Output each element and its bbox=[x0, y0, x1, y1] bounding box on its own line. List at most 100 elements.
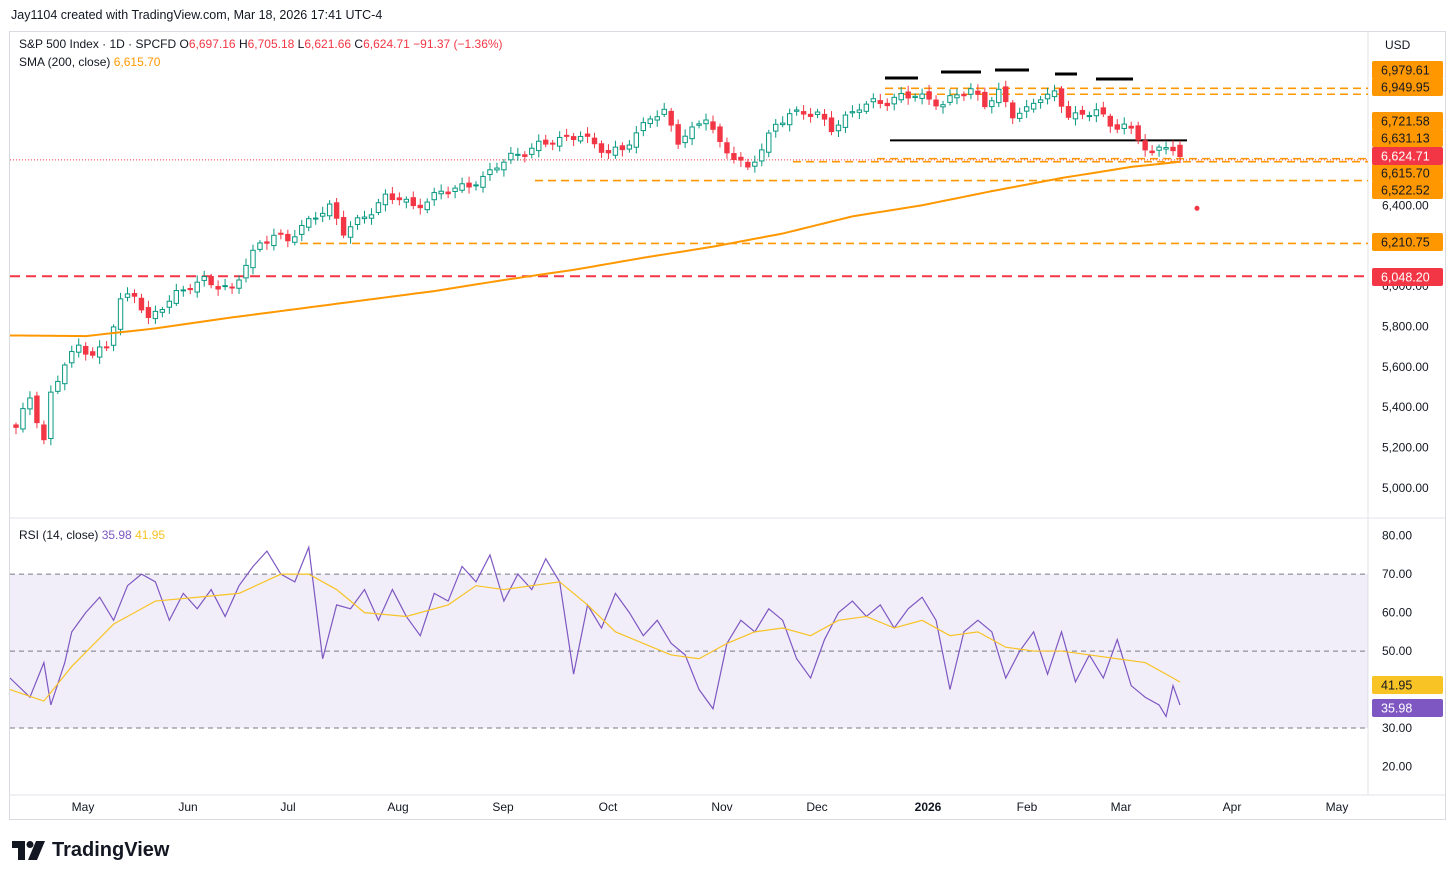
candle-body bbox=[306, 218, 312, 228]
candle-body bbox=[584, 133, 591, 137]
candle-body bbox=[1163, 147, 1169, 150]
candle-body bbox=[961, 93, 967, 97]
candle-body bbox=[354, 217, 361, 226]
candle-body bbox=[626, 144, 633, 150]
time-axis-label: Apr bbox=[1223, 800, 1242, 814]
candle-body bbox=[145, 307, 152, 319]
candle-body bbox=[69, 351, 75, 364]
candle-body bbox=[501, 161, 507, 171]
candle-body bbox=[76, 344, 82, 353]
level-price-tag-bg bbox=[1372, 233, 1443, 251]
candle-body bbox=[138, 297, 145, 311]
candle-body bbox=[257, 242, 263, 250]
candle-body bbox=[438, 190, 444, 195]
candle-body bbox=[633, 132, 640, 148]
candle-body bbox=[759, 149, 765, 162]
candle-body bbox=[947, 95, 953, 103]
time-axis-label: Feb bbox=[1017, 800, 1038, 814]
candle-body bbox=[180, 289, 186, 292]
close-value: 6,624.71 bbox=[363, 37, 410, 51]
candle-body bbox=[236, 279, 242, 289]
candle-body bbox=[536, 140, 542, 152]
sma-value: 6,615.70 bbox=[113, 55, 161, 69]
candle-body bbox=[424, 201, 430, 211]
candle-body bbox=[417, 204, 423, 209]
level-price-tag-bg bbox=[1372, 129, 1443, 147]
rsi-axis-tick: 50.00 bbox=[1382, 644, 1412, 658]
candle-body bbox=[989, 100, 995, 108]
candle-body bbox=[898, 92, 904, 101]
candle-body bbox=[508, 152, 514, 161]
candle-body bbox=[849, 111, 856, 114]
candle-body bbox=[159, 309, 166, 313]
candle-body bbox=[766, 132, 772, 153]
rsi-legend[interactable]: RSI (14, close) 35.98 41.95 bbox=[19, 528, 165, 542]
candle-body bbox=[814, 111, 821, 115]
sma-legend[interactable]: SMA (200, close) 6,615.70 bbox=[19, 55, 160, 69]
candle-body bbox=[807, 113, 814, 117]
change-value: −91.37 (−1.36%) bbox=[413, 37, 503, 51]
candle-body bbox=[48, 391, 54, 440]
candle-body bbox=[347, 226, 354, 238]
level-price-tag: 6,048.20 bbox=[1381, 271, 1430, 285]
level-price-tag: 6,979.61 bbox=[1381, 64, 1430, 78]
candle-body bbox=[222, 285, 228, 288]
tradingview-logo-icon bbox=[12, 840, 45, 860]
time-axis-label: Nov bbox=[711, 800, 732, 814]
candle-body bbox=[515, 153, 521, 156]
candle-body bbox=[117, 298, 124, 330]
price-axis-tick: 5,000.00 bbox=[1382, 481, 1429, 495]
candle-body bbox=[34, 395, 40, 424]
candle-body bbox=[891, 96, 897, 105]
symbol-label[interactable]: S&P 500 Index · 1D · SPCFD bbox=[19, 37, 177, 51]
candle-body bbox=[556, 136, 563, 147]
candle-body bbox=[780, 122, 786, 126]
time-axis-label: May bbox=[1326, 800, 1349, 814]
candle-body bbox=[738, 156, 744, 161]
candle-body bbox=[682, 135, 688, 144]
candle-body bbox=[696, 123, 702, 126]
candle-body bbox=[201, 276, 207, 281]
candle-body bbox=[27, 397, 33, 410]
level-price-tag: 6,522.52 bbox=[1381, 184, 1430, 198]
candle-body bbox=[877, 100, 883, 104]
candle-body bbox=[800, 111, 807, 115]
chart-frame bbox=[9, 31, 1446, 820]
candle-body bbox=[243, 264, 249, 279]
candle-body bbox=[41, 424, 47, 441]
low-label: L bbox=[297, 37, 305, 51]
currency-label[interactable]: USD bbox=[1385, 38, 1411, 52]
price-axis-tick: 5,400.00 bbox=[1382, 400, 1429, 414]
candle-body bbox=[926, 91, 932, 100]
price-axis-tick: 5,800.00 bbox=[1382, 319, 1429, 333]
tradingview-logo[interactable]: TradingView bbox=[12, 839, 169, 862]
time-axis-label: Sep bbox=[492, 800, 514, 814]
rsi-ma-value: 41.95 bbox=[135, 528, 166, 542]
candle-body bbox=[368, 214, 375, 219]
candle-body bbox=[1170, 146, 1176, 152]
rsi-ma-line bbox=[9, 573, 1181, 702]
rsi-value-tag: 35.98 bbox=[1381, 702, 1412, 716]
time-axis-label: Oct bbox=[599, 800, 618, 814]
candle-body bbox=[292, 236, 298, 243]
level-price-tag-bg bbox=[1372, 268, 1443, 286]
candle-body bbox=[793, 109, 800, 112]
time-axis-label: Jul bbox=[280, 800, 295, 814]
candle-body bbox=[1142, 140, 1148, 151]
candle-body bbox=[612, 146, 619, 156]
candle-body bbox=[598, 143, 605, 153]
candle-body bbox=[549, 142, 556, 145]
candle-body bbox=[473, 184, 479, 187]
candle-body bbox=[1051, 90, 1058, 98]
candle-body bbox=[1093, 109, 1100, 117]
level-price-tag-bg bbox=[1372, 112, 1443, 130]
candle-body bbox=[173, 290, 180, 304]
candle-body bbox=[563, 134, 570, 137]
candle-body bbox=[821, 113, 828, 120]
candle-body bbox=[326, 203, 333, 217]
candle-body bbox=[954, 94, 960, 99]
candle-body bbox=[703, 119, 709, 125]
candle-body bbox=[13, 424, 19, 428]
candle-body bbox=[1037, 99, 1044, 103]
